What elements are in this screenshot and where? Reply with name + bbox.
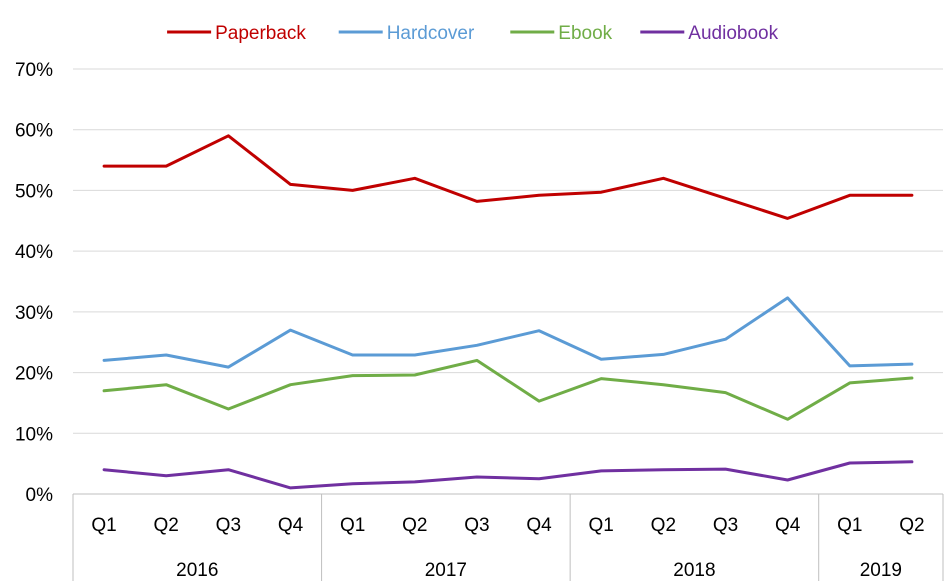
series-lines bbox=[102, 134, 914, 490]
legend-label: Audiobook bbox=[688, 23, 778, 44]
year-label: 2017 bbox=[425, 560, 467, 581]
gridlines bbox=[73, 68, 943, 495]
legend-label: Ebook bbox=[558, 23, 612, 44]
y-tick-label: 30% bbox=[15, 303, 53, 324]
y-tick-label: 70% bbox=[15, 60, 53, 81]
x-tick-label: Q3 bbox=[464, 515, 489, 536]
year-label: 2016 bbox=[176, 560, 218, 581]
legend-label: Hardcover bbox=[387, 23, 475, 44]
x-tick-label: Q1 bbox=[91, 515, 116, 536]
series-line-audiobook bbox=[102, 460, 914, 490]
x-tick-label: Q4 bbox=[775, 515, 801, 536]
x-tick-label: Q1 bbox=[340, 515, 365, 536]
y-tick-label: 0% bbox=[26, 485, 54, 506]
y-tick-label: 50% bbox=[15, 181, 53, 202]
legend: Paperback Hardcover Ebook Audiobook bbox=[167, 23, 779, 44]
x-axis: Q1 Q2 Q3 Q4 Q1 Q2 Q3 Q4 Q1 Q2 Q3 Q4 Q1 Q2 2016 2017 2018… bbox=[72, 493, 944, 581]
y-tick-label: 60% bbox=[15, 121, 53, 142]
year-label: 2019 bbox=[860, 560, 902, 581]
y-tick-label: 40% bbox=[15, 242, 53, 263]
x-tick-label: Q1 bbox=[589, 515, 614, 536]
series-line-hardcover bbox=[102, 296, 914, 369]
x-tick-label: Q2 bbox=[154, 515, 179, 536]
x-tick-label: Q4 bbox=[526, 515, 552, 536]
year-label: 2018 bbox=[673, 560, 715, 581]
x-tick-label: Q2 bbox=[402, 515, 427, 536]
series-line-ebook bbox=[102, 358, 914, 421]
series-line-paperback bbox=[102, 134, 914, 220]
x-tick-label: Q3 bbox=[713, 515, 738, 536]
x-tick-label: Q1 bbox=[837, 515, 862, 536]
y-tick-label: 10% bbox=[15, 424, 53, 445]
x-tick-label: Q2 bbox=[651, 515, 676, 536]
x-tick-label: Q4 bbox=[278, 515, 304, 536]
legend-label: Paperback bbox=[215, 23, 306, 44]
y-tick-label: 20% bbox=[15, 364, 53, 385]
x-tick-label: Q2 bbox=[899, 515, 924, 536]
x-tick-label: Q3 bbox=[216, 515, 241, 536]
y-axis-labels: 0% 10% 20% 30% 40% 50% 60% 70% bbox=[15, 60, 53, 506]
